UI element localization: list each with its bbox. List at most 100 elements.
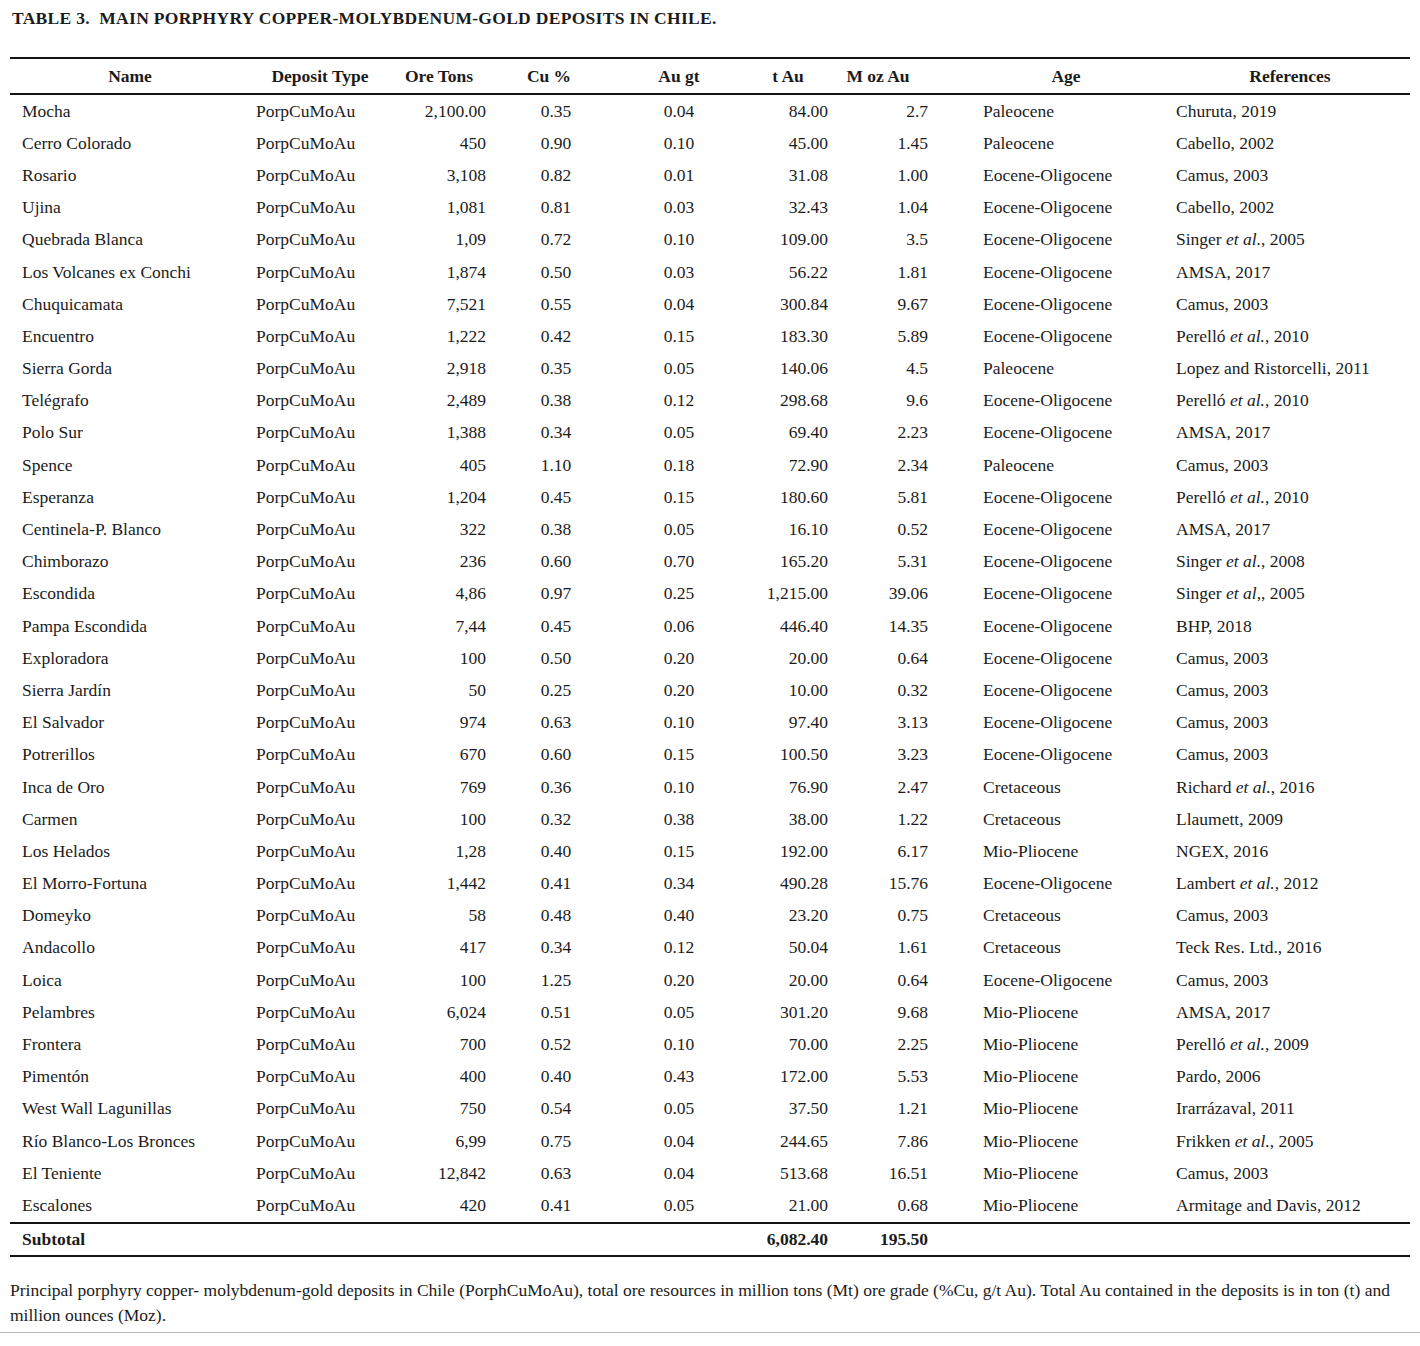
cell-deposit-type: PorpCuMoAu xyxy=(250,739,390,771)
cell-au-gt: 0.05 xyxy=(610,513,748,545)
table-row: Sierra GordaPorpCuMoAu2,9180.350.05140.0… xyxy=(10,353,1410,385)
cell-au-gt: 0.03 xyxy=(610,256,748,288)
table-row: West Wall LagunillasPorpCuMoAu7500.540.0… xyxy=(10,1093,1410,1125)
cell-ore-tons: 420 xyxy=(390,1189,488,1222)
cell-m-oz-au: 5.81 xyxy=(828,481,928,513)
cell-ore-tons: 50 xyxy=(390,674,488,706)
cell-cu-pct: 0.82 xyxy=(488,159,610,191)
cell-ore-tons: 100 xyxy=(390,642,488,674)
cell-age: Eocene-Oligocene xyxy=(928,192,1164,224)
cell-cu-pct: 0.75 xyxy=(488,1125,610,1157)
cell-name: Pelambres xyxy=(10,996,250,1028)
cell-cu-pct: 0.50 xyxy=(488,256,610,288)
cell-m-oz-au: 3.13 xyxy=(828,707,928,739)
table-row: UjinaPorpCuMoAu1,0810.810.0332.431.04Eoc… xyxy=(10,192,1410,224)
cell-cu-pct: 0.48 xyxy=(488,900,610,932)
cell-reference: AMSA, 2017 xyxy=(1164,417,1410,449)
cell-name: Pampa Escondida xyxy=(10,610,250,642)
cell-cu-pct: 0.42 xyxy=(488,320,610,352)
cell-t-au: 69.40 xyxy=(748,417,828,449)
cell-name: Esperanza xyxy=(10,481,250,513)
cell-reference: Singer et al., 2008 xyxy=(1164,546,1410,578)
cell-au-gt: 0.15 xyxy=(610,835,748,867)
cell-reference: Camus, 2003 xyxy=(1164,964,1410,996)
cell-m-oz-au: 7.86 xyxy=(828,1125,928,1157)
cell-t-au: 10.00 xyxy=(748,674,828,706)
cell-au-gt: 0.20 xyxy=(610,642,748,674)
cell-age: Eocene-Oligocene xyxy=(928,417,1164,449)
cell-m-oz-au: 3.5 xyxy=(828,224,928,256)
subtotal-m-oz-au: 195.50 xyxy=(828,1223,928,1256)
cell-reference: Perelló et al., 2009 xyxy=(1164,1028,1410,1060)
cell-t-au: 21.00 xyxy=(748,1189,828,1222)
cell-m-oz-au: 14.35 xyxy=(828,610,928,642)
cell-name: Polo Sur xyxy=(10,417,250,449)
cell-name: El Teniente xyxy=(10,1157,250,1189)
cell-ore-tons: 974 xyxy=(390,707,488,739)
cell-deposit-type: PorpCuMoAu xyxy=(250,868,390,900)
cell-au-gt: 0.15 xyxy=(610,320,748,352)
cell-age: Eocene-Oligocene xyxy=(928,964,1164,996)
cell-m-oz-au: 1.21 xyxy=(828,1093,928,1125)
cell-deposit-type: PorpCuMoAu xyxy=(250,224,390,256)
cell-au-gt: 0.05 xyxy=(610,417,748,449)
cell-au-gt: 0.15 xyxy=(610,481,748,513)
cell-deposit-type: PorpCuMoAu xyxy=(250,642,390,674)
table-row: Los Volcanes ex ConchiPorpCuMoAu1,8740.5… xyxy=(10,256,1410,288)
cell-m-oz-au: 0.64 xyxy=(828,964,928,996)
cell-age: Mio-Pliocene xyxy=(928,835,1164,867)
cell-reference: Richard et al., 2016 xyxy=(1164,771,1410,803)
cell-ore-tons: 750 xyxy=(390,1093,488,1125)
cell-age: Paleocene xyxy=(928,127,1164,159)
cell-cu-pct: 1.10 xyxy=(488,449,610,481)
col-header-references: References xyxy=(1164,58,1410,94)
table-row: AndacolloPorpCuMoAu4170.340.1250.041.61C… xyxy=(10,932,1410,964)
col-header-deposit-type: Deposit Type xyxy=(250,58,390,94)
cell-cu-pct: 0.51 xyxy=(488,996,610,1028)
cell-age: Paleocene xyxy=(928,94,1164,127)
cell-cu-pct: 0.41 xyxy=(488,1189,610,1222)
col-header-m-oz-au: M oz Au xyxy=(828,58,928,94)
cell-reference: Llaumett, 2009 xyxy=(1164,803,1410,835)
table-row: El TenientePorpCuMoAu12,8420.630.04513.6… xyxy=(10,1157,1410,1189)
cell-cu-pct: 0.34 xyxy=(488,932,610,964)
cell-deposit-type: PorpCuMoAu xyxy=(250,900,390,932)
cell-ore-tons: 670 xyxy=(390,739,488,771)
cell-m-oz-au: 1.22 xyxy=(828,803,928,835)
subtotal-label: Subtotal xyxy=(10,1223,250,1256)
cell-m-oz-au: 0.64 xyxy=(828,642,928,674)
cell-age: Eocene-Oligocene xyxy=(928,224,1164,256)
cell-t-au: 180.60 xyxy=(748,481,828,513)
cell-cu-pct: 0.97 xyxy=(488,578,610,610)
cell-name: West Wall Lagunillas xyxy=(10,1093,250,1125)
cell-reference: Perelló et al., 2010 xyxy=(1164,385,1410,417)
table-row: Los HeladosPorpCuMoAu1,280.400.15192.006… xyxy=(10,835,1410,867)
cell-cu-pct: 0.40 xyxy=(488,835,610,867)
cell-age: Eocene-Oligocene xyxy=(928,610,1164,642)
cell-reference: Camus, 2003 xyxy=(1164,900,1410,932)
table-row: EsperanzaPorpCuMoAu1,2040.450.15180.605.… xyxy=(10,481,1410,513)
cell-cu-pct: 0.52 xyxy=(488,1028,610,1060)
cell-t-au: 192.00 xyxy=(748,835,828,867)
cell-name: Mocha xyxy=(10,94,250,127)
cell-m-oz-au: 39.06 xyxy=(828,578,928,610)
cell-reference: Lambert et al., 2012 xyxy=(1164,868,1410,900)
cell-ore-tons: 2,489 xyxy=(390,385,488,417)
cell-deposit-type: PorpCuMoAu xyxy=(250,1028,390,1060)
cell-age: Cretaceous xyxy=(928,771,1164,803)
cell-deposit-type: PorpCuMoAu xyxy=(250,932,390,964)
cell-m-oz-au: 16.51 xyxy=(828,1157,928,1189)
cell-ore-tons: 1,874 xyxy=(390,256,488,288)
cell-ore-tons: 7,44 xyxy=(390,610,488,642)
cell-age: Mio-Pliocene xyxy=(928,1093,1164,1125)
table-row: TelégrafoPorpCuMoAu2,4890.380.12298.689.… xyxy=(10,385,1410,417)
cell-m-oz-au: 9.68 xyxy=(828,996,928,1028)
cell-ore-tons: 7,521 xyxy=(390,288,488,320)
cell-name: Sierra Jardín xyxy=(10,674,250,706)
cell-age: Cretaceous xyxy=(928,900,1164,932)
cell-name: Carmen xyxy=(10,803,250,835)
cell-t-au: 50.04 xyxy=(748,932,828,964)
cell-t-au: 20.00 xyxy=(748,964,828,996)
cell-age: Eocene-Oligocene xyxy=(928,642,1164,674)
cell-deposit-type: PorpCuMoAu xyxy=(250,513,390,545)
